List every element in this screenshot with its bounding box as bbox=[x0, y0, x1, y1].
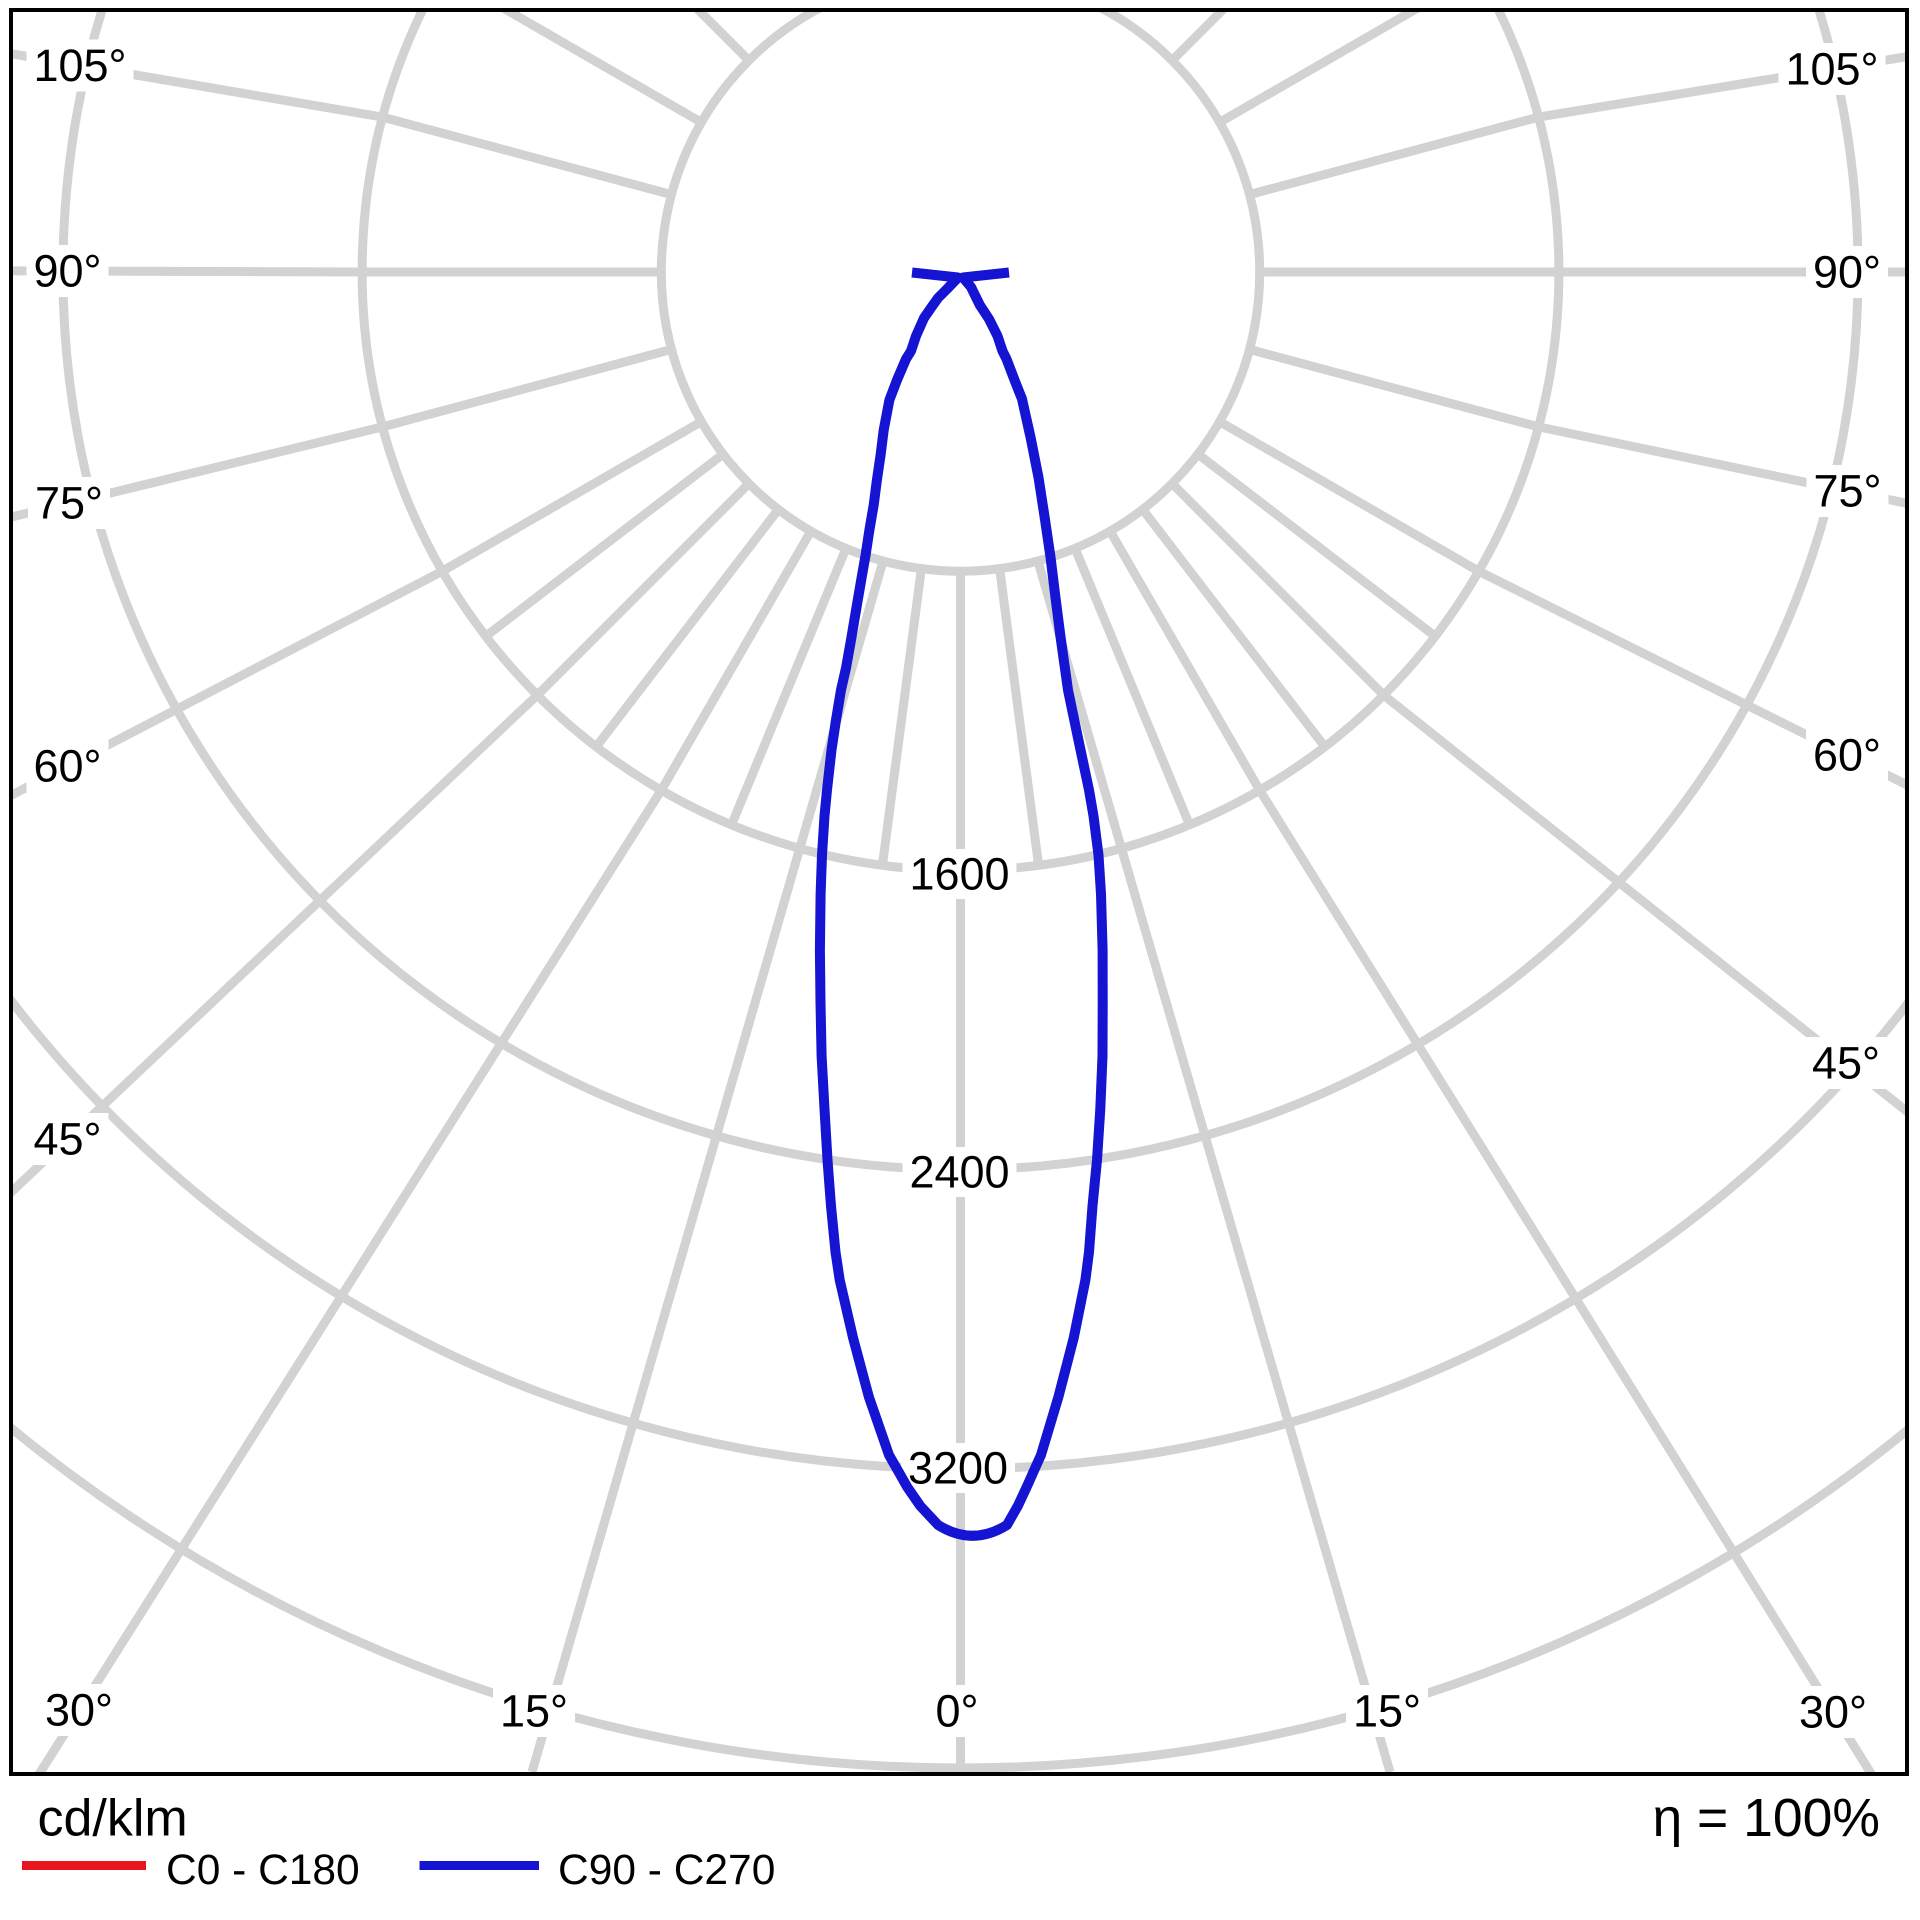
svg-text:60°: 60° bbox=[33, 741, 101, 792]
svg-text:45°: 45° bbox=[1812, 1038, 1880, 1089]
svg-text:C0 - C180: C0 - C180 bbox=[166, 1847, 360, 1894]
svg-text:3200: 3200 bbox=[908, 1443, 1008, 1494]
svg-text:2400: 2400 bbox=[909, 1147, 1009, 1198]
svg-text:15°: 15° bbox=[500, 1686, 568, 1737]
svg-text:η = 100%: η = 100% bbox=[1652, 1789, 1880, 1848]
svg-text:15°: 15° bbox=[1353, 1686, 1421, 1737]
svg-text:90°: 90° bbox=[33, 246, 101, 297]
svg-text:30°: 30° bbox=[1799, 1687, 1867, 1738]
svg-text:30°: 30° bbox=[45, 1685, 113, 1736]
svg-text:45°: 45° bbox=[33, 1114, 101, 1165]
svg-text:90°: 90° bbox=[1813, 247, 1881, 298]
svg-text:0°: 0° bbox=[935, 1686, 978, 1737]
svg-text:1600: 1600 bbox=[909, 849, 1009, 900]
svg-text:105°: 105° bbox=[33, 40, 126, 91]
svg-text:60°: 60° bbox=[1813, 730, 1881, 781]
svg-text:75°: 75° bbox=[1813, 466, 1881, 517]
svg-text:105°: 105° bbox=[1785, 44, 1878, 95]
svg-text:C90 - C270: C90 - C270 bbox=[558, 1847, 775, 1894]
svg-text:cd/klm: cd/klm bbox=[38, 1790, 188, 1848]
svg-text:75°: 75° bbox=[35, 478, 103, 529]
